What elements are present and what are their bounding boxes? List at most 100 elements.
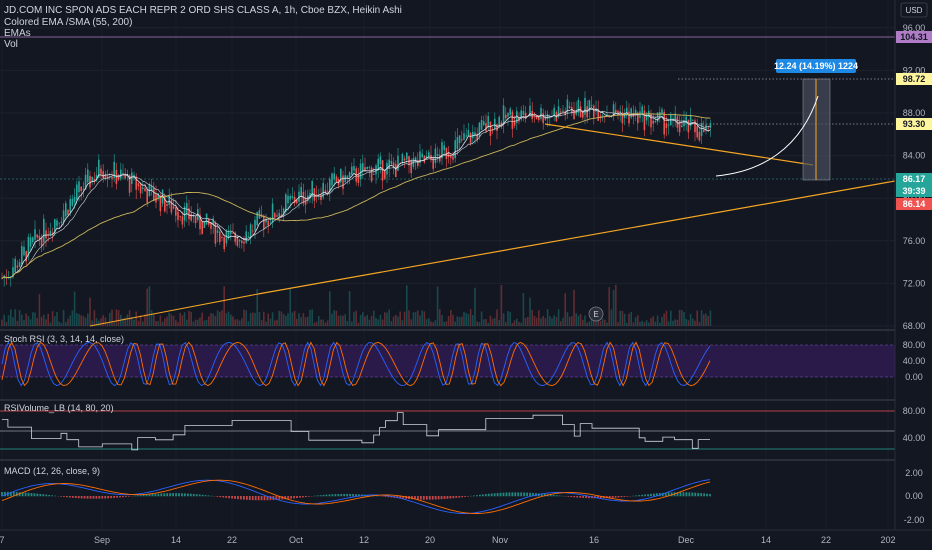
volume-bar — [287, 313, 289, 326]
candle-body — [524, 112, 527, 119]
volume-bar — [43, 314, 45, 326]
candle-body — [709, 123, 712, 128]
macd-hist-bar — [691, 492, 694, 497]
volume-bar — [637, 315, 639, 326]
candle-body — [322, 183, 324, 198]
macd-hist-bar — [325, 494, 328, 497]
macd-hist-bar — [12, 491, 15, 497]
volume-bar — [366, 314, 368, 326]
candle-body — [230, 231, 232, 234]
rsivol-title[interactable]: RSIVolume_LB (14, 80, 20) — [4, 403, 114, 413]
macd-hist-bar — [92, 496, 95, 499]
macd-hist-bar — [517, 492, 520, 497]
volume-bar — [678, 309, 681, 326]
volume-bar — [234, 319, 236, 326]
volume-bar — [34, 312, 36, 326]
volume-bar — [1, 319, 3, 326]
candle-body — [84, 174, 87, 190]
volume-bar — [223, 286, 225, 326]
candle-body — [674, 113, 676, 120]
candle-body — [285, 194, 287, 213]
macd-hist-bar — [313, 495, 316, 497]
support-trendline[interactable] — [257, 180, 896, 295]
candle-body — [238, 239, 241, 242]
volume-bar — [518, 322, 520, 326]
candle-body — [443, 145, 445, 151]
candle-body — [566, 99, 569, 114]
stoch-title[interactable]: Stoch RSI (3, 3, 14, 14, close) — [4, 334, 124, 344]
macd-hist-bar — [464, 496, 467, 497]
volume-bar — [276, 319, 278, 326]
volume-bar — [689, 313, 692, 326]
candle-body — [584, 97, 586, 115]
macd-hist-bar — [558, 495, 561, 497]
stoch-band — [0, 345, 895, 377]
volume-bar — [3, 314, 5, 326]
candle-body — [309, 193, 311, 199]
volume-bar — [137, 320, 140, 326]
candle-body — [87, 169, 89, 183]
macd-hist-bar — [479, 494, 481, 497]
candle-body — [170, 199, 173, 213]
badge-last — [896, 173, 932, 185]
resistance-trendline[interactable] — [544, 123, 814, 166]
currency-button[interactable] — [900, 2, 928, 18]
volume-bar — [135, 311, 137, 326]
macd-hist-bar — [576, 496, 579, 498]
candle-body — [593, 105, 595, 118]
volume-bar — [89, 297, 91, 326]
time-tick-label: 14 — [761, 535, 771, 545]
macd-hist-bar — [626, 496, 629, 497]
macd-histogram — [1, 491, 711, 501]
volume-bar — [221, 310, 223, 326]
candle-body — [23, 246, 25, 256]
volume-bar — [623, 313, 626, 326]
macd-hist-bar — [216, 496, 219, 497]
macd-hist-bar — [585, 496, 587, 499]
volume-bar — [601, 318, 604, 326]
volume-bar — [348, 291, 351, 326]
volume-bar — [683, 312, 685, 326]
macd-hist-bar — [9, 491, 12, 497]
oscillator-signal-line — [1, 341, 711, 387]
volume-bar — [364, 316, 366, 326]
volume-bar — [628, 313, 630, 326]
indicator-legend-2[interactable]: Vol — [4, 39, 18, 50]
volume-bar — [315, 321, 318, 326]
volume-bar — [82, 315, 85, 326]
indicator-legend-0[interactable]: Colored EMA /SMA (55, 200) — [4, 17, 132, 28]
volume-bar — [236, 319, 239, 326]
candle-body — [377, 158, 379, 170]
candle-body — [91, 176, 93, 182]
macd-hist-bar — [664, 492, 667, 497]
volume-bar — [131, 316, 133, 326]
candle-body — [573, 110, 575, 119]
candle-body — [344, 175, 346, 183]
volume-bar — [21, 314, 23, 326]
candle-body — [676, 116, 679, 128]
candle-body — [621, 112, 624, 124]
candle-body — [25, 251, 27, 262]
candle-body — [56, 220, 58, 227]
candle-body — [18, 262, 21, 267]
volume-bar — [78, 314, 80, 326]
volume-bar — [54, 316, 56, 326]
volume-bar — [291, 312, 294, 326]
time-tick-label: Sep — [94, 535, 110, 545]
volume-bar — [346, 321, 349, 326]
candle-body — [445, 147, 448, 160]
volume-bar — [225, 313, 228, 326]
indicator-legend-1[interactable]: EMAs — [4, 28, 31, 39]
time-tick-label: 12 — [359, 535, 369, 545]
time-axis[interactable] — [0, 530, 932, 550]
volume-bar — [392, 316, 395, 326]
volume-bar — [214, 315, 217, 326]
candle-body — [456, 137, 459, 150]
candle-body — [311, 180, 313, 196]
chart-title[interactable]: JD.COM INC SPON ADS EACH REPR 2 ORD SHS … — [4, 5, 402, 16]
earnings-marker[interactable] — [588, 306, 604, 322]
price-axis[interactable] — [895, 0, 932, 530]
macd-title[interactable]: MACD (12, 26, close, 9) — [4, 466, 100, 476]
